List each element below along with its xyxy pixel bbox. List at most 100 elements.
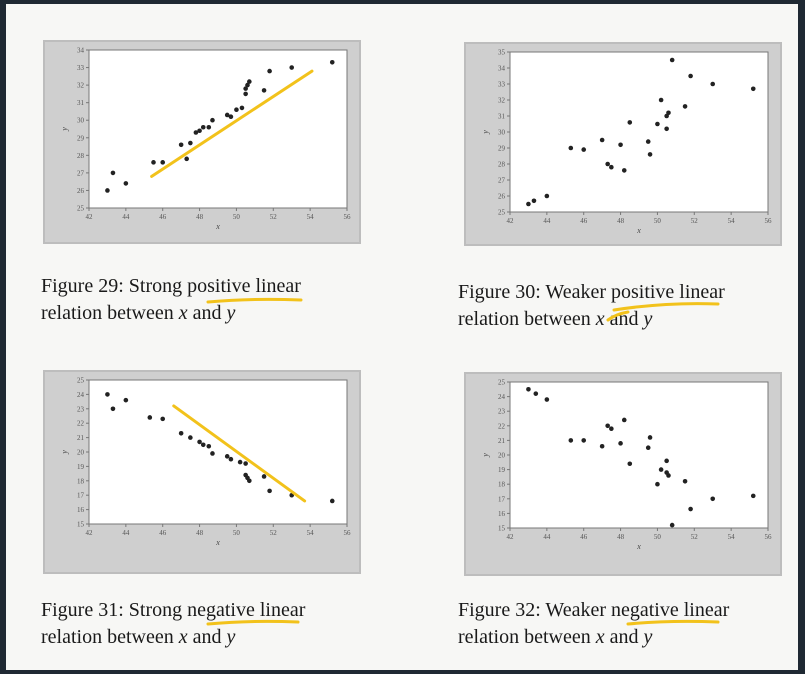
y-tick-label: 25: [77, 377, 85, 385]
data-point: [688, 506, 693, 512]
x-tick-label: 56: [765, 217, 773, 225]
y-tick-label: 33: [77, 64, 85, 72]
figure-31-caption-line1: Figure 31: Strong negative linear: [41, 599, 306, 621]
y-tick-label: 28: [498, 161, 506, 169]
y-tick-label: 31: [498, 113, 506, 121]
y-tick-label: 25: [498, 209, 506, 217]
y-tick-label: 25: [77, 205, 85, 213]
data-point: [664, 458, 669, 464]
y-tick-label: 29: [498, 145, 506, 153]
data-point: [605, 161, 610, 167]
hand-drawn-trend-line: [150, 69, 314, 178]
data-point: [210, 451, 215, 456]
y-tick-label: 24: [498, 393, 506, 401]
data-point: [544, 397, 550, 402]
y-tick-label: 29: [77, 134, 85, 142]
y-tick-label: 24: [77, 391, 85, 399]
chart-1: 42 44 46 48 50 52 54 56 25 26 27 28 29 30 31 32 33 34 35 x y: [481, 49, 772, 236]
data-point: [666, 110, 671, 116]
x-tick-label: 46: [580, 217, 588, 225]
y-tick-label: 16: [77, 506, 85, 514]
data-point: [568, 145, 574, 151]
data-point: [105, 188, 110, 193]
data-point: [750, 493, 756, 499]
figure-30-caption: Figure 30: Weaker positive linear relati…: [458, 279, 725, 333]
data-point: [243, 461, 248, 466]
data-point: [247, 79, 252, 84]
y-axis-label: y: [60, 450, 69, 455]
data-point: [123, 181, 129, 186]
y-tick-label: 15: [498, 525, 506, 533]
x-tick-label: 52: [691, 217, 699, 225]
data-point: [618, 142, 623, 148]
y-axis-label: y: [481, 130, 490, 135]
data-point: [206, 443, 212, 449]
y-tick-label: 27: [77, 169, 85, 177]
data-point: [206, 124, 212, 130]
figure-31-caption-line2: relation between x and y: [41, 626, 236, 648]
data-point: [178, 430, 184, 436]
data-point: [710, 496, 716, 502]
y-tick-label: 34: [77, 47, 85, 55]
figure-29-caption-line2: relation between x and y: [41, 302, 236, 324]
data-point: [289, 65, 295, 70]
x-axis-label: x: [636, 542, 641, 551]
data-point: [669, 57, 675, 63]
x-tick-label: 54: [307, 213, 315, 221]
x-tick-label: 48: [196, 213, 204, 221]
data-point: [267, 488, 272, 494]
figure-32-caption-line1: Figure 32: Weaker negative linear: [458, 599, 730, 621]
chart-0: 42 44 46 48 50 52 54 56 25 26 27 28 29 30 31 32 33 34 x y: [60, 47, 351, 232]
x-tick-label: 46: [159, 213, 167, 221]
y-tick-label: 23: [77, 405, 85, 413]
x-tick-label: 52: [270, 529, 278, 537]
figure-32-caption: Figure 32: Weaker negative linear relati…: [458, 597, 729, 651]
x-tick-label: 44: [543, 217, 551, 225]
data-point: [664, 126, 669, 132]
data-point: [200, 124, 206, 130]
data-point: [160, 416, 166, 422]
data-point: [151, 160, 156, 165]
figure-32-plot: 42 44 46 48 50 52 54 56 15 16 17 18 19 20 21 22 23 24 25 x y: [464, 372, 782, 576]
data-point: [621, 168, 627, 173]
data-point: [605, 423, 610, 429]
data-point: [682, 478, 688, 484]
y-tick-label: 18: [498, 481, 506, 489]
x-tick-label: 42: [507, 533, 515, 541]
data-point: [224, 454, 230, 459]
data-point: [188, 140, 193, 146]
y-tick-label: 34: [498, 65, 506, 73]
x-tick-label: 44: [122, 529, 130, 537]
data-point: [526, 387, 531, 392]
data-point: [645, 139, 651, 144]
y-tick-label: 28: [77, 152, 85, 160]
figure-30-plot: 42 44 46 48 50 52 54 56 25 26 27 28 29 30 31 32 33 34 35 x y: [464, 42, 782, 246]
data-point: [526, 201, 531, 207]
y-tick-label: 21: [498, 437, 506, 445]
y-tick-label: 22: [498, 422, 506, 430]
data-point: [110, 406, 116, 412]
figure-29-caption-line1: Figure 29: Strong positive linear: [41, 275, 301, 297]
y-tick-label: 26: [498, 193, 506, 201]
data-point: [228, 456, 234, 462]
x-tick-label: 56: [344, 529, 352, 537]
hand-drawn-trend-line: [172, 404, 307, 503]
data-point: [655, 481, 660, 487]
data-point: [581, 147, 587, 152]
x-tick-label: 50: [654, 217, 662, 225]
data-point: [568, 438, 574, 443]
x-tick-label: 42: [86, 213, 94, 221]
y-tick-label: 21: [77, 434, 85, 442]
plot-area: [88, 379, 348, 525]
figure-29-plot: 42 44 46 48 50 52 54 56 25 26 27 28 29 30 31 32 33 34 x y: [43, 40, 361, 244]
data-point: [750, 86, 756, 92]
y-tick-label: 27: [498, 177, 506, 185]
data-point: [645, 445, 651, 450]
figure-29-caption: Figure 29: Strong positive linear relati…: [41, 273, 301, 327]
x-tick-label: 56: [344, 213, 352, 221]
y-tick-label: 15: [77, 521, 85, 529]
data-point: [647, 152, 653, 157]
data-point: [710, 81, 716, 87]
x-tick-label: 52: [691, 533, 699, 541]
data-point: [193, 130, 199, 135]
